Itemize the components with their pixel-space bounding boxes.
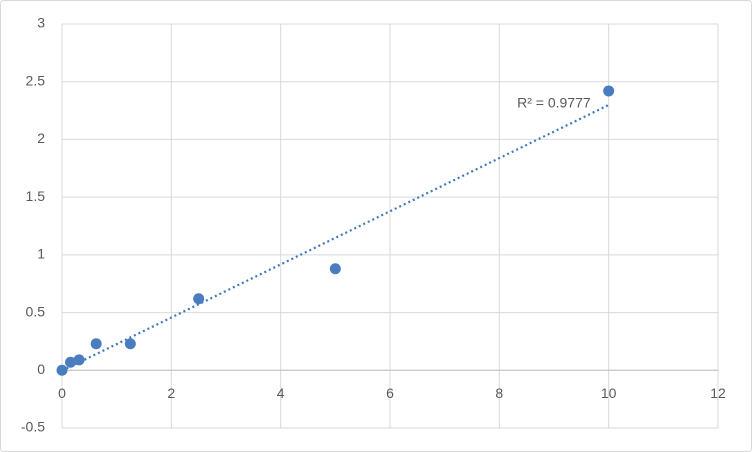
point [90,338,102,350]
y-tick-label: -0.5 [21,419,45,435]
point [56,364,68,376]
x-tick-label: 8 [495,385,503,401]
y-tick-label: 1.5 [26,188,46,204]
x-tick-label: 2 [167,385,175,401]
point [73,354,85,366]
y-tick-label: 2 [37,130,45,146]
y-tick-label: 1 [37,246,45,262]
x-tick-label: 10 [601,385,617,401]
point [65,356,77,368]
x-tick-label: 0 [58,385,66,401]
x-tick-label: 6 [386,385,394,401]
point [329,263,341,275]
trendline-label: R² = 0.9777 [517,95,591,111]
trendline [61,104,610,372]
y-tick-label: 3 [37,15,45,31]
y-tick-label: 2.5 [26,72,46,88]
x-tick-label: 4 [277,385,285,401]
x-tick-label: 12 [710,385,726,401]
y-tick-label: 0 [37,361,45,377]
point [124,338,136,350]
point [193,293,205,305]
point [603,85,615,97]
y-tick-label: 0.5 [26,303,46,319]
